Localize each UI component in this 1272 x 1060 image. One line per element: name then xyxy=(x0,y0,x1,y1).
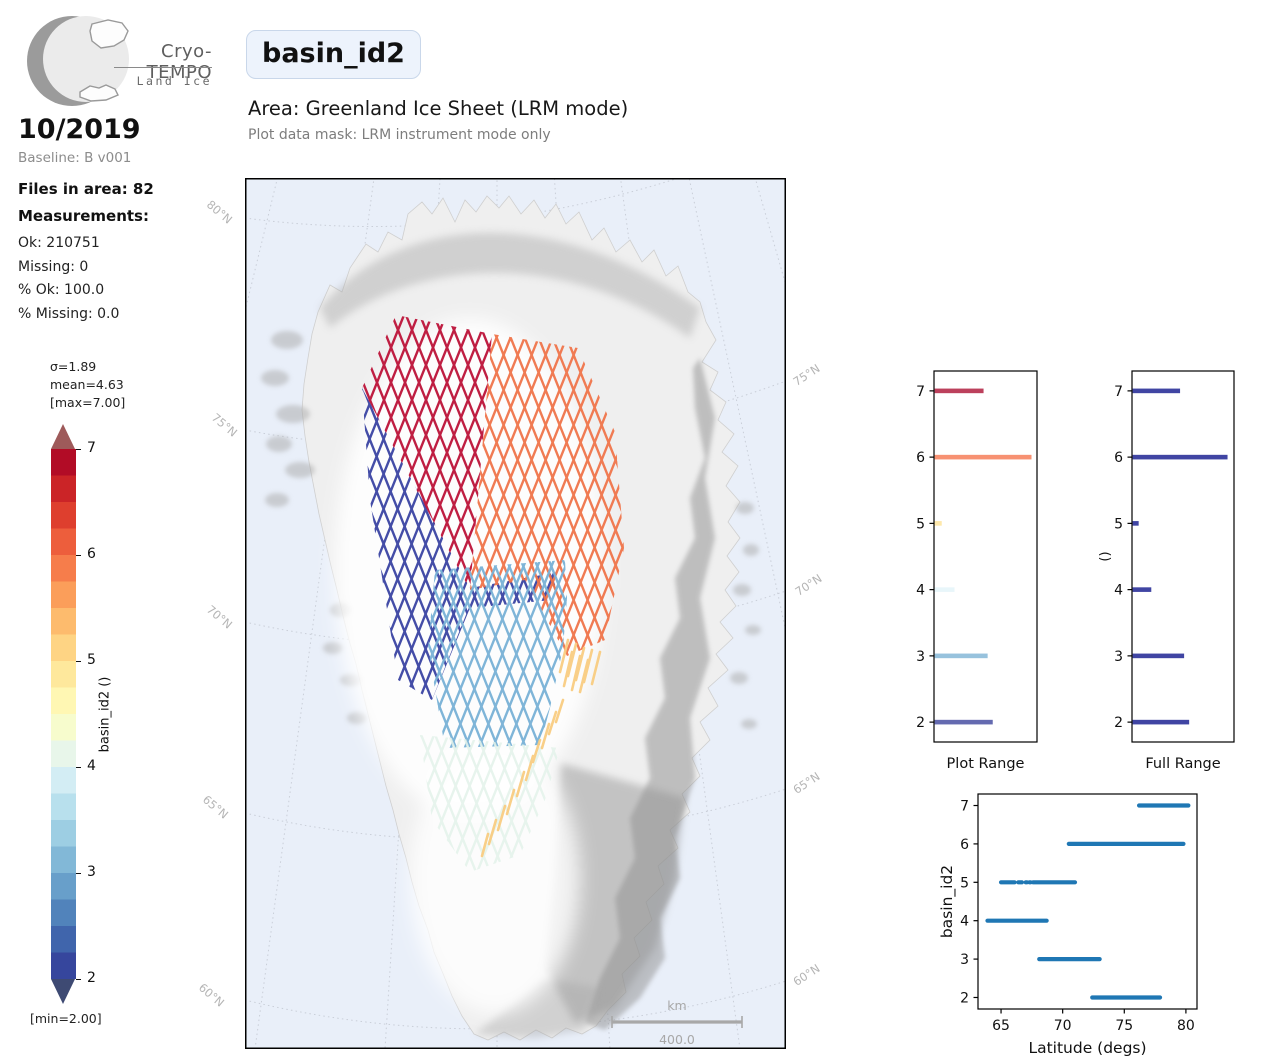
area-title: Area: Greenland Ice Sheet (LRM mode) xyxy=(248,97,629,120)
globe-icon xyxy=(27,16,129,106)
measurement-stats: Ok: 210751 Missing: 0 % Ok: 100.0 % Missing… xyxy=(18,235,119,329)
y-tick-label: 7 xyxy=(916,384,925,400)
y-tick-label: 4 xyxy=(916,583,925,599)
map-canvas: km 400.0 xyxy=(64,0,1006,1050)
lat-label: 60°N xyxy=(790,961,823,989)
colorbar: σ=1.89 mean=4.63 [max=7.00] 7 6 5 4 3 2 basin_id… xyxy=(30,358,205,1048)
colorbar-tick-label: 7 xyxy=(87,440,96,456)
x-tick-label: 65 xyxy=(992,1018,1010,1034)
mask-subtitle: Plot data mask: LRM instrument mode only xyxy=(248,127,551,143)
colorbar-tick-label: 3 xyxy=(87,864,96,880)
cryo-tempo-logo: Cryo-TEMPO Land Ice xyxy=(14,8,224,110)
x-axis-label: Full Range xyxy=(1145,756,1220,772)
colorbar-stat-line: σ=1.89 xyxy=(50,359,97,374)
logo-subtitle: Land Ice xyxy=(136,74,212,88)
lat-label: 80°N xyxy=(203,197,236,227)
y-tick-label: 3 xyxy=(1114,649,1123,665)
lat-label: 70°N xyxy=(792,571,825,599)
plot-range-chart: 2 3 4 5 6 7 Plot Range xyxy=(900,360,1050,780)
y-tick-label: 6 xyxy=(916,450,925,466)
logo-rule xyxy=(114,67,212,68)
colorbar-min-label: [min=2.00] xyxy=(30,1011,102,1026)
bar-basin-2 xyxy=(934,719,993,725)
y-tick-label: 4 xyxy=(1114,583,1123,599)
colorbar-tick-label: 4 xyxy=(87,758,96,774)
period-date: 10/2019 xyxy=(18,114,141,145)
colorbar-max-arrow xyxy=(51,424,75,449)
colorbar-gradient xyxy=(51,449,76,979)
x-tick-label: 70 xyxy=(1054,1018,1072,1034)
lat-label: 65°N xyxy=(790,769,823,797)
bar-basin-3 xyxy=(1132,653,1185,659)
latitude-scatter-chart: 65 70 75 80 2 3 4 5 6 7 Latitude (degs) basin_id2 xyxy=(938,780,1270,1060)
colorbar-axis-label: basin_id2 () xyxy=(97,676,113,753)
y-tick-label: 3 xyxy=(960,952,969,968)
greenland-map: km 400.0 xyxy=(64,0,1006,1050)
bar-basin-2 xyxy=(1132,719,1190,725)
colorbar-tick xyxy=(76,448,81,450)
y-tick-label: 2 xyxy=(916,715,925,731)
lat-label: 75°N xyxy=(208,410,241,440)
measurement-stat-line: Missing: 0 xyxy=(18,258,89,275)
bar-basin-5 xyxy=(934,521,942,526)
x-axis-label: Plot Range xyxy=(947,756,1025,772)
y-tick-label: 5 xyxy=(960,875,969,891)
y-tick-label: 5 xyxy=(1114,516,1123,532)
y-axis-label: () xyxy=(1098,551,1113,561)
colorbar-tick-label: 2 xyxy=(87,970,96,986)
colorbar-tick-label: 6 xyxy=(87,546,96,562)
scalebar-unit: km xyxy=(667,998,686,1013)
measurement-stat-line: % Ok: 100.0 xyxy=(18,282,105,298)
colorbar-stat-line: [max=7.00] xyxy=(50,395,126,410)
y-tick-label: 5 xyxy=(916,516,925,532)
latitude-scatter-svg: 65 70 75 80 2 3 4 5 6 7 Latitude (degs) basin_id2 xyxy=(938,793,1198,1057)
panel-full-range-svg: 2 3 4 5 6 7 Full Range () xyxy=(1098,370,1235,772)
x-axis-label: Latitude (degs) xyxy=(1028,1039,1146,1057)
basin-5-tracks xyxy=(480,638,602,858)
y-tick-label: 3 xyxy=(916,649,925,665)
bar-basin-4 xyxy=(1132,587,1152,592)
colorbar-tick xyxy=(76,554,81,556)
map-scalebar: km 400.0 xyxy=(611,998,743,1047)
panel-plot-range-svg: 2 3 4 5 6 7 Plot Range xyxy=(916,370,1038,772)
measurement-stat-line: % Missing: 0.0 xyxy=(18,305,120,322)
bar-basin-3 xyxy=(934,653,988,659)
colorbar-tick-label: 5 xyxy=(87,652,96,668)
bar-basin-6 xyxy=(1132,454,1228,460)
y-tick-label: 6 xyxy=(960,837,969,853)
colorbar-stats: σ=1.89 mean=4.63 [max=7.00] xyxy=(50,358,125,412)
colorbar-tick xyxy=(76,978,81,980)
y-tick-label: 7 xyxy=(960,799,969,815)
measurement-stat-line: Ok: 210751 xyxy=(18,235,100,251)
bar-basin-4 xyxy=(934,587,955,592)
scalebar-value: 400.0 xyxy=(659,1032,695,1047)
colorbar-min-arrow xyxy=(51,979,75,1004)
colorbar-tick xyxy=(76,872,81,874)
bar-basin-6 xyxy=(934,454,1032,460)
bar-basin-5 xyxy=(1132,521,1139,526)
colorbar-tick xyxy=(76,660,81,662)
y-axis-label: basin_id2 xyxy=(940,865,957,938)
colorbar-stat-line: mean=4.63 xyxy=(50,377,124,392)
bar-basin-7 xyxy=(1132,388,1181,394)
y-tick-label: 6 xyxy=(1114,450,1123,466)
full-range-chart: 2 3 4 5 6 7 Full Range () xyxy=(1095,360,1245,780)
files-in-area: Files in area: 82 xyxy=(18,180,154,198)
bar-basin-7 xyxy=(934,388,984,394)
y-tick-label: 2 xyxy=(1114,715,1123,731)
measurements-label: Measurements: xyxy=(18,207,149,225)
colorbar-tick xyxy=(76,766,81,768)
variable-badge: basin_id2 xyxy=(246,30,421,79)
x-tick-label: 75 xyxy=(1115,1018,1133,1034)
baseline-version: Baseline: B v001 xyxy=(18,150,132,166)
y-tick-label: 7 xyxy=(1114,384,1123,400)
lat-label: 70°N xyxy=(203,602,236,632)
x-tick-label: 80 xyxy=(1177,1018,1195,1034)
y-tick-label: 2 xyxy=(960,990,969,1006)
y-tick-label: 4 xyxy=(960,914,969,930)
lat-label: 75°N xyxy=(790,361,823,389)
